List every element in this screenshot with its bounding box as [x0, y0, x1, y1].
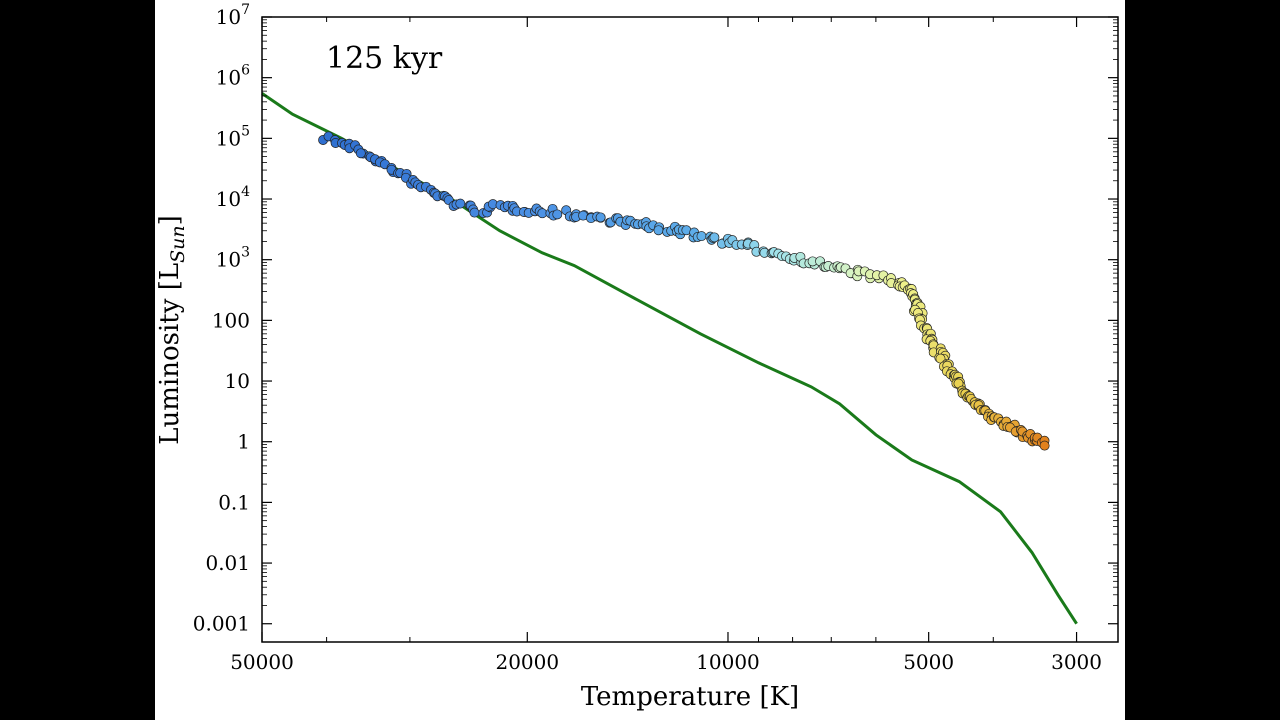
y-tick-label: 103 [216, 245, 250, 272]
ticks-layer: 50000 20000 10000 5000 30000.0010.010.111010… [193, 2, 1118, 674]
y-tick-exponent: 4 [241, 184, 250, 200]
scatter-point [653, 225, 664, 236]
time-annotation: 125 kyr [326, 41, 443, 76]
y-tick-label: 0.1 [218, 490, 250, 514]
scatter-points-layer [318, 131, 1050, 451]
y-tick-label: 1 [237, 430, 250, 454]
y-tick-base: 10 [216, 126, 241, 150]
y-tick-label: 0.001 [193, 612, 250, 636]
scatter-point [469, 207, 480, 218]
y-tick-base: 10 [216, 248, 241, 272]
y-tick-label: 105 [216, 123, 250, 150]
y-tick-label: 10 [225, 369, 250, 393]
scatter-point [552, 209, 563, 220]
y-tick-exponent: 7 [241, 2, 250, 18]
y-tick-label: 106 [216, 63, 250, 90]
y-axis-label-subscript: Sun [167, 225, 189, 263]
x-tick-label: 20000 [495, 650, 559, 674]
green-track-layer [261, 92, 1078, 625]
green-track-line [261, 92, 1078, 625]
y-tick-exponent: 5 [241, 123, 250, 139]
scatter-point [696, 231, 707, 242]
scatter-point [595, 212, 606, 223]
y-tick-base: 10 [216, 5, 241, 29]
figure-background [155, 0, 1125, 720]
y-axis-label-close: ] [155, 215, 185, 225]
x-axis-label: Temperature [K] [581, 682, 799, 712]
y-tick-exponent: 3 [241, 245, 250, 261]
x-tick-label: 50000 [230, 650, 294, 674]
x-tick-label: 3000 [1051, 650, 1102, 674]
y-tick-label: 0.01 [205, 551, 250, 575]
y-tick-label: 100 [212, 308, 250, 332]
scatter-point [455, 198, 466, 209]
y-tick-label: 104 [216, 184, 250, 211]
scatter-point [355, 148, 366, 159]
scatter-point [1039, 440, 1050, 451]
y-tick-label: 107 [216, 2, 250, 29]
y-tick-exponent: 6 [241, 63, 250, 79]
x-tick-label: 10000 [696, 650, 760, 674]
x-tick-label: 5000 [903, 650, 954, 674]
y-axis-label: Luminosity [LSun] [155, 215, 189, 445]
y-axis-label-main: Luminosity [L [155, 263, 185, 445]
scatter-point [709, 232, 720, 243]
y-tick-base: 10 [216, 187, 241, 211]
y-tick-base: 10 [216, 66, 241, 90]
